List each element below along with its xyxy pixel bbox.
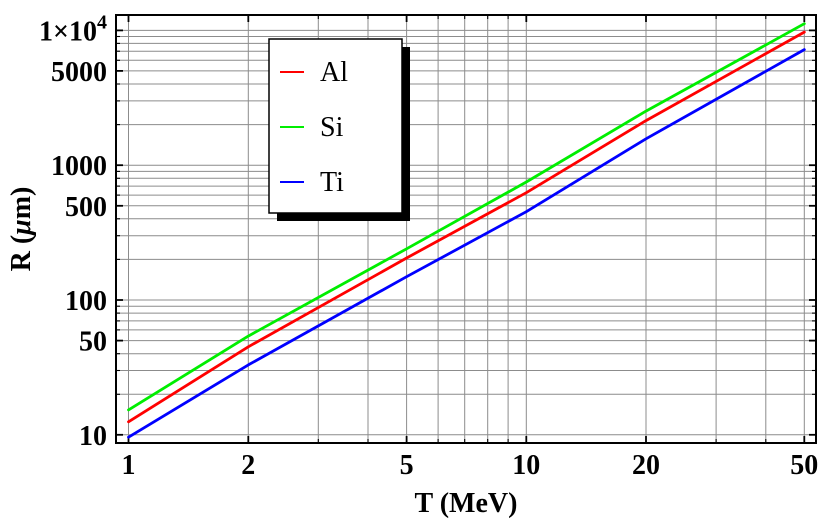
legend: Al Si Ti [268, 38, 410, 221]
y-tick-label: 1×104 [39, 11, 107, 47]
y-tick-label: 10 [79, 421, 107, 452]
x-tick-label: 20 [632, 450, 660, 481]
y-axis-title: R (μm) [6, 187, 37, 272]
legend-label: Si [320, 112, 344, 143]
x-tick-label: 5 [400, 450, 414, 481]
y-tick-label: 50 [79, 327, 107, 358]
x-tick-label: 10 [512, 450, 540, 481]
legend-label: Al [320, 57, 348, 88]
x-axis-title: T (MeV) [415, 488, 518, 519]
x-tick-labels: 1 2 5 10 20 50 [122, 450, 819, 481]
series-al-line [127, 30, 806, 424]
legend-entry-si: Si [280, 112, 344, 143]
y-tick-labels: 10 50 100 500 1000 5000 1×104 [39, 11, 107, 451]
y-tick-label: 1000 [51, 151, 107, 182]
plot-frame [115, 14, 817, 444]
legend-entry-al: Al [280, 57, 348, 88]
legend-label: Ti [320, 167, 344, 198]
series-si-line [127, 22, 806, 412]
x-tick-label: 1 [122, 450, 136, 481]
x-tick-label: 2 [241, 450, 255, 481]
legend-entry-ti: Ti [280, 167, 344, 198]
y-tick-label: 5000 [51, 57, 107, 88]
series-lines [127, 22, 806, 439]
series-ti-line [127, 48, 806, 439]
x-tick-label: 50 [790, 450, 818, 481]
y-tick-label: 500 [65, 192, 107, 223]
y-tick-label: 100 [65, 286, 107, 317]
